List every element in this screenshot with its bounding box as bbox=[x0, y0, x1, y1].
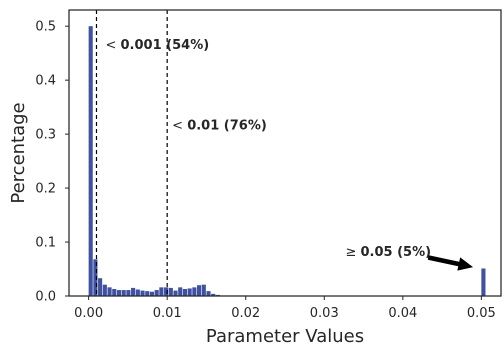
histogram-bar bbox=[140, 290, 145, 296]
tail-arrow bbox=[427, 255, 474, 271]
histogram-bar bbox=[197, 285, 202, 296]
histogram-bar bbox=[149, 291, 155, 296]
histogram-bar bbox=[116, 290, 122, 296]
histogram-bar bbox=[145, 291, 150, 296]
histogram-bar bbox=[168, 287, 173, 296]
histogram-bar bbox=[164, 287, 169, 296]
histogram-bar bbox=[126, 290, 131, 296]
histogram-bar bbox=[178, 287, 183, 296]
threshold-annotation-01: < 0.01 (76%) bbox=[172, 119, 267, 134]
histogram-bar bbox=[121, 290, 126, 296]
histogram-bar bbox=[159, 287, 164, 296]
histogram-bar bbox=[211, 293, 216, 296]
histogram-bar bbox=[201, 284, 206, 296]
y-axis-title: Percentage bbox=[8, 102, 29, 203]
y-tick-label: 0.4 bbox=[35, 74, 56, 89]
threshold-annotation-001: < 0.001 (54%) bbox=[105, 38, 209, 53]
y-tick-label: 0.1 bbox=[35, 236, 56, 251]
threshold-lines bbox=[95, 10, 168, 296]
threshold-annotation-001-value: 0.001 (54%) bbox=[121, 38, 210, 53]
threshold-annotation-01-value: 0.01 (76%) bbox=[187, 119, 267, 134]
histogram-bar bbox=[131, 287, 136, 296]
threshold-annotation-01-prefix: < bbox=[172, 119, 187, 134]
tail-annotation-prefix: ≥ bbox=[345, 245, 360, 260]
histogram-bar bbox=[93, 259, 98, 296]
histogram-bar bbox=[481, 268, 486, 296]
plot-frame bbox=[68, 9, 502, 297]
x-axis-title: Parameter Values bbox=[206, 326, 364, 346]
x-tick-label: 0.02 bbox=[231, 306, 260, 321]
histogram-bar bbox=[112, 288, 117, 296]
histogram-bar bbox=[107, 287, 112, 296]
y-tick-label: 0.3 bbox=[35, 128, 56, 143]
y-axis-ticks: 0.0 0.1 0.2 0.3 0.4 0.5 bbox=[35, 20, 69, 305]
histogram-bar bbox=[173, 290, 178, 296]
histogram-bar bbox=[98, 278, 103, 296]
x-tick-label: 0.00 bbox=[74, 306, 103, 321]
threshold-annotation-001-prefix: < bbox=[105, 38, 120, 53]
tail-annotation-value: 0.05 (5%) bbox=[361, 245, 432, 260]
x-tick-label: 0.01 bbox=[153, 306, 182, 321]
x-tick-label: 0.05 bbox=[467, 306, 496, 321]
histogram-bar bbox=[102, 284, 107, 296]
y-tick-label: 0.5 bbox=[35, 20, 56, 35]
x-axis-ticks: 0.00 0.01 0.02 0.03 0.04 0.05 bbox=[74, 296, 496, 321]
y-tick-label: 0.0 bbox=[35, 290, 56, 305]
histogram-bar bbox=[88, 26, 93, 296]
x-tick-label: 0.03 bbox=[310, 306, 339, 321]
histogram-bar bbox=[187, 288, 192, 296]
histogram-bar bbox=[206, 291, 211, 296]
histogram-bar bbox=[154, 290, 159, 296]
histogram-bar bbox=[135, 289, 140, 296]
tail-annotation: ≥ 0.05 (5%) bbox=[345, 245, 431, 260]
histogram-bar bbox=[192, 287, 197, 296]
x-tick-label: 0.04 bbox=[388, 306, 417, 321]
annotations: < 0.001 (54%) < 0.01 (76%) ≥ 0.05 (5%) bbox=[105, 38, 474, 271]
histogram-bar bbox=[182, 288, 188, 296]
y-tick-label: 0.2 bbox=[35, 182, 56, 197]
